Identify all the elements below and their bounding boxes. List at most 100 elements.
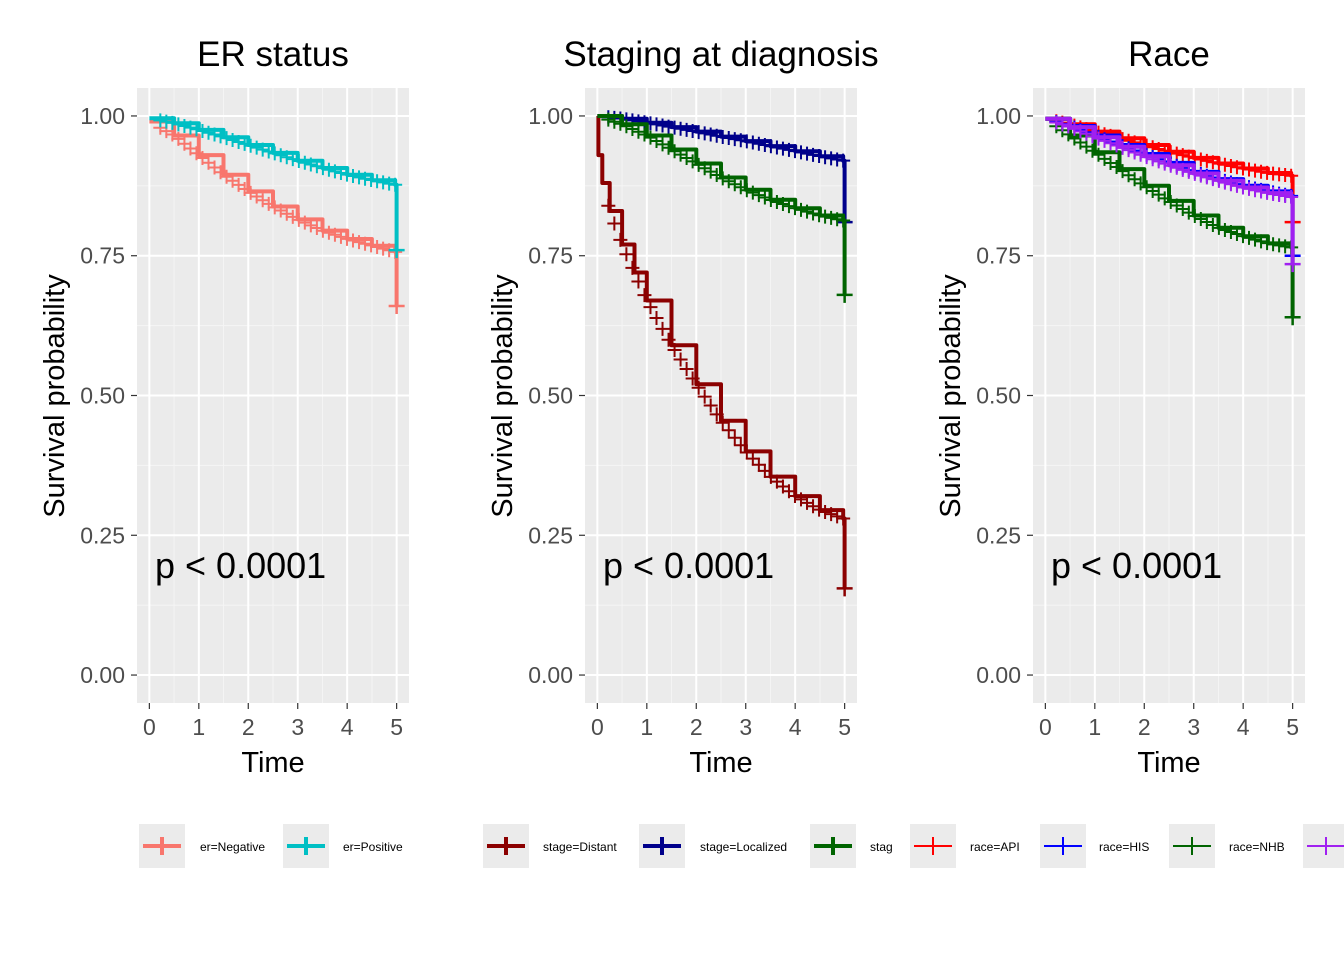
censor-mark: [721, 423, 736, 438]
censor-mark: [703, 127, 718, 142]
chart-panel-1: 0 1 2 3 4 5 0.00 0.25 0.50 0.75 1.00 ER status Time S…: [39, 35, 409, 868]
survival-curve: [149, 119, 399, 306]
x-tick-label: 1: [640, 714, 653, 740]
censor-mark: [249, 140, 264, 155]
legend-label: er=Negative: [200, 840, 265, 854]
censor-mark: [601, 112, 616, 127]
censor-mark: [1175, 162, 1190, 177]
censor-mark: [661, 332, 676, 347]
censor-mark: [352, 235, 367, 250]
censor-mark: [1235, 180, 1250, 195]
censor-mark: [818, 150, 833, 165]
censor-mark: [388, 298, 405, 315]
censor-mark: [619, 247, 634, 262]
censor-mark: [1115, 140, 1130, 155]
censor-mark: [667, 120, 682, 135]
censor-mark: [715, 129, 730, 144]
censor-mark: [691, 157, 706, 172]
p-value-label: p < 0.0001: [155, 545, 326, 586]
censor-mark: [745, 185, 760, 200]
censor-mark: [824, 507, 839, 522]
censor-mark: [697, 389, 712, 404]
censor-mark: [1254, 164, 1269, 179]
censor-mark: [267, 146, 282, 161]
censor-mark: [303, 157, 318, 172]
censor-mark: [339, 167, 354, 182]
censor-mark: [781, 199, 796, 214]
censor-mark: [237, 136, 252, 151]
x-axis-title: Time: [1137, 747, 1200, 779]
censor-mark: [159, 114, 174, 129]
censor-mark: [1211, 220, 1226, 235]
censor-mark: [201, 125, 216, 140]
censor-mark: [285, 152, 300, 167]
censor-mark: [769, 195, 784, 210]
censor-mark: [1169, 198, 1184, 213]
censor-mark: [225, 133, 240, 148]
censor-mark: [745, 135, 760, 150]
p-value-label: p < 0.0001: [603, 545, 774, 586]
censor-mark: [1127, 145, 1142, 160]
chart-title: ER status: [197, 35, 349, 74]
censor-mark: [327, 164, 342, 179]
p-value-label: p < 0.0001: [1051, 545, 1222, 586]
censor-mark: [673, 352, 688, 367]
censor-mark: [1145, 152, 1160, 167]
censor-mark: [1217, 157, 1232, 172]
censor-mark: [364, 238, 379, 253]
x-tick-label: 3: [739, 714, 752, 740]
censor-mark: [787, 201, 802, 216]
censor-mark: [333, 229, 348, 244]
censor-mark: [830, 212, 845, 227]
chart-title: Race: [1128, 35, 1210, 74]
censor-mark: [333, 165, 348, 180]
censor-mark: [297, 155, 312, 170]
x-axis-title: Time: [241, 747, 304, 779]
censor-mark: [309, 221, 324, 236]
censor-mark: [279, 206, 294, 221]
survival-curve: [597, 114, 847, 295]
censor-mark: [1133, 147, 1148, 162]
censor-mark: [261, 196, 276, 211]
censor-mark: [715, 171, 730, 186]
censor-mark: [171, 117, 186, 132]
censor-mark: [703, 398, 718, 413]
censor-mark: [800, 146, 815, 161]
censor-mark: [1248, 232, 1263, 247]
censor-mark: [1223, 159, 1238, 174]
censor-mark: [655, 137, 670, 152]
censor-mark: [1193, 168, 1208, 183]
censor-mark: [1187, 209, 1202, 224]
x-tick-label: 3: [291, 714, 304, 740]
censor-mark: [775, 141, 790, 156]
censor-mark: [1055, 117, 1070, 132]
censor-mark: [1163, 158, 1178, 173]
censor-mark: [189, 122, 204, 137]
censor-mark: [806, 206, 821, 221]
censor-mark: [376, 241, 391, 256]
y-tick-label: 0.50: [528, 383, 573, 409]
y-tick-label: 1.00: [528, 103, 573, 129]
censor-mark: [1284, 256, 1301, 273]
censor-mark: [745, 451, 760, 466]
series-stag: [597, 112, 853, 303]
censor-mark: [691, 380, 706, 395]
censor-mark: [625, 122, 640, 137]
censor-mark: [607, 216, 622, 231]
y-tick-label: 0.25: [976, 522, 1021, 548]
censor-mark: [1229, 160, 1244, 175]
censor-mark: [836, 286, 853, 303]
censor-mark: [637, 288, 652, 303]
censor-mark: [812, 502, 827, 517]
censor-mark: [787, 144, 802, 159]
y-axis-title: Survival probability: [935, 274, 967, 518]
censor-mark: [1223, 177, 1238, 192]
censor-mark: [649, 117, 664, 132]
censor-mark: [1121, 143, 1136, 158]
series-er=Negative: [149, 119, 405, 315]
y-tick-label: 0.00: [80, 662, 125, 688]
legend-item: stage=Distant: [483, 824, 617, 868]
y-tick-label: 0.75: [80, 243, 125, 269]
censor-mark: [1097, 133, 1112, 148]
censor-mark: [649, 133, 664, 148]
